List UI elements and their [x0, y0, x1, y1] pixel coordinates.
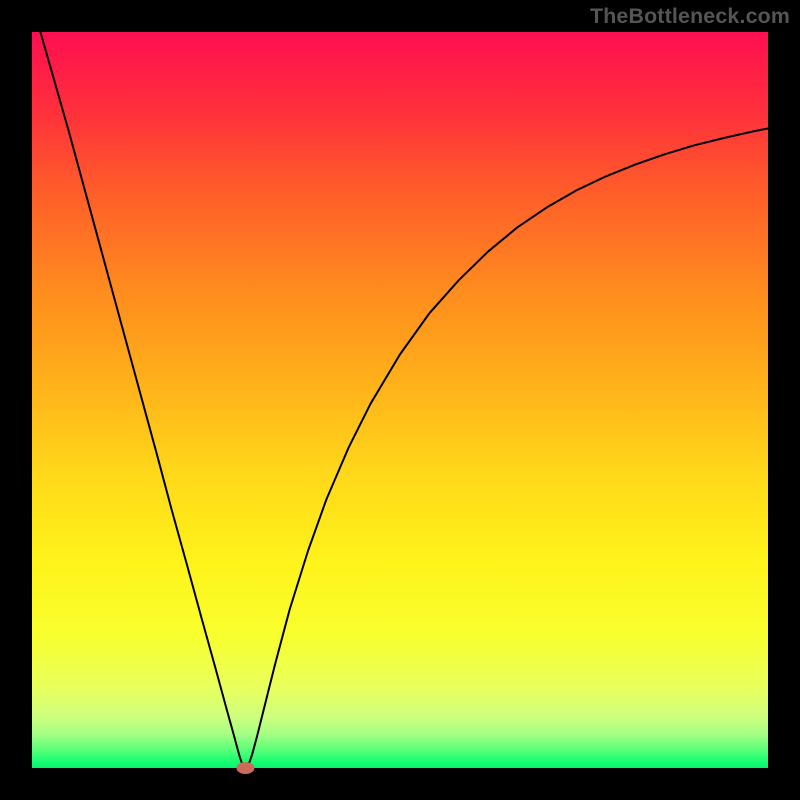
optimal-point-marker: [236, 762, 254, 774]
bottleneck-chart: TheBottleneck.com: [0, 0, 800, 800]
watermark-text: TheBottleneck.com: [590, 4, 790, 29]
chart-svg: [0, 0, 800, 800]
